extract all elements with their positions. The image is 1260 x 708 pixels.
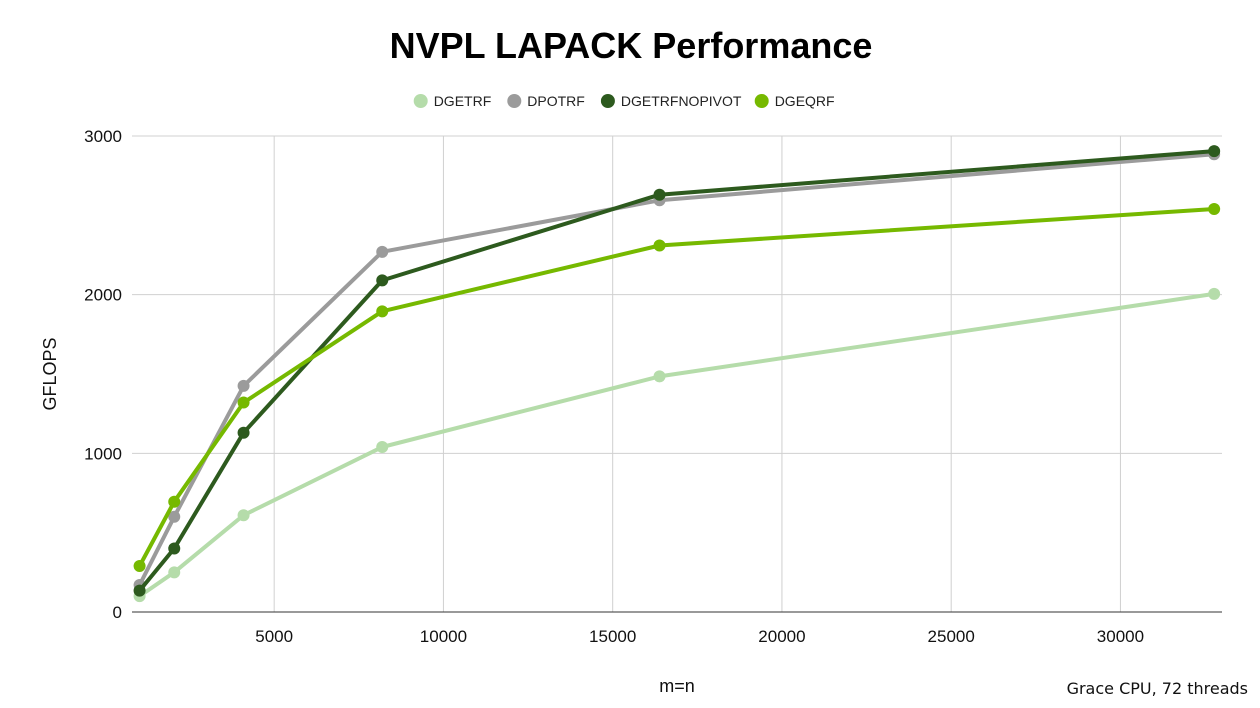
data-point-dgeqrf: [237, 396, 250, 409]
y-tick-label: 0: [113, 603, 122, 622]
legend-item-dpotrf: DPOTRF: [507, 93, 585, 109]
data-point-dgetrf: [168, 566, 181, 579]
data-point-dpotrf: [376, 245, 389, 258]
x-axis-label: m=n: [659, 676, 695, 696]
series-line-dgeqrf: [137, 207, 1217, 568]
legend-marker-dgetrfnopivot: [600, 94, 615, 108]
y-tick-label: 3000: [84, 127, 122, 146]
data-point-dgeqrf: [168, 495, 181, 508]
legend-item-dgeqrf: DGEQRF: [754, 93, 835, 109]
data-point-dgeqrf: [1208, 202, 1221, 215]
legend-item-dgetrfnopivot: DGETRFNOPIVOT: [600, 93, 742, 109]
series-line-dpotrf: [137, 152, 1217, 587]
y-tick-label: 1000: [84, 444, 122, 463]
data-point-dgetrf: [237, 509, 250, 522]
data-point-dgetrf: [376, 440, 389, 453]
legend-marker-dgetrf: [413, 94, 428, 108]
series-line-dgetrf: [137, 291, 1217, 599]
legend-item-dgetrf: DGETRF: [413, 93, 492, 109]
y-axis-label: GFLOPS: [40, 337, 60, 410]
legend-marker-dpotrf: [507, 94, 522, 108]
chart-title: NVPL LAPACK Performance: [390, 25, 873, 66]
y-tick-label: 2000: [84, 286, 122, 305]
data-point-dpotrf: [168, 510, 181, 523]
data-point-dgetrfnopivot: [1208, 145, 1221, 158]
legend: DGETRF DPOTRF DGETRFNOPIVOT DGEQRF: [413, 93, 835, 109]
data-point-dpotrf: [237, 379, 250, 392]
grid-lines: [132, 135, 1222, 612]
data-point-dgetrf: [653, 370, 666, 383]
series-layer: [133, 145, 1221, 603]
data-point-dgetrf: [1208, 287, 1221, 300]
data-point-dgeqrf: [653, 239, 666, 252]
data-point-dgetrfnopivot: [653, 188, 666, 201]
legend-marker-dgeqrf: [754, 94, 769, 108]
x-tick-label: 5000: [255, 627, 293, 646]
data-point-dgetrfnopivot: [133, 584, 146, 597]
legend-label-dgetrfnopivot: DGETRFNOPIVOT: [621, 93, 742, 109]
series-dgetrfnopivot: [133, 145, 1221, 597]
x-tick-label: 15000: [589, 627, 636, 646]
x-tick-label: 30000: [1097, 627, 1144, 646]
x-tick-label: 20000: [758, 627, 805, 646]
data-point-dgetrfnopivot: [376, 274, 389, 287]
axes: 0 1000 2000 3000 5000 10000 15000 20000 25000 300…: [84, 127, 1222, 646]
series-line-dgetrfnopivot: [137, 149, 1217, 593]
data-point-dgetrfnopivot: [168, 542, 181, 555]
legend-label-dpotrf: DPOTRF: [527, 93, 585, 109]
legend-label-dgeqrf: DGEQRF: [775, 93, 835, 109]
data-point-dgeqrf: [376, 305, 389, 318]
x-tick-label: 25000: [928, 627, 975, 646]
legend-label-dgetrf: DGETRF: [434, 93, 492, 109]
series-dgeqrf: [133, 202, 1221, 572]
x-tick-label: 10000: [420, 627, 467, 646]
data-point-dgetrfnopivot: [237, 426, 250, 439]
data-point-dgeqrf: [133, 559, 146, 572]
footnote: Grace CPU, 72 threads: [1067, 679, 1248, 698]
